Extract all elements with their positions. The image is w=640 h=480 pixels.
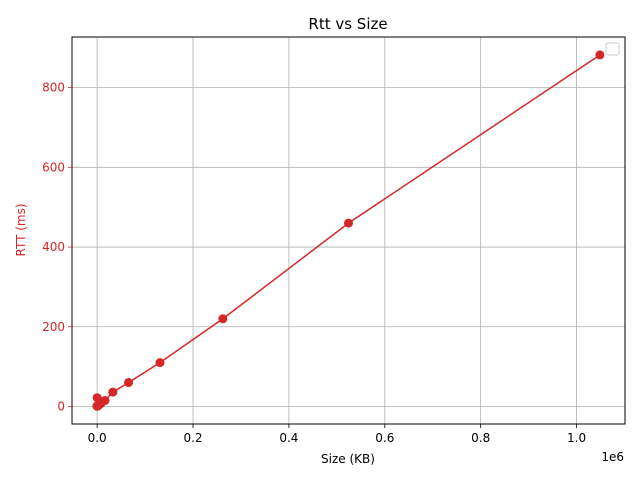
data-point [344, 218, 353, 228]
data-point [100, 395, 110, 405]
grid-lines [72, 37, 625, 424]
x-tick-label: 1.0 [567, 431, 586, 445]
legend-box [605, 42, 620, 56]
x-tick-label: 0.2 [183, 431, 202, 445]
x-axis-label: Size (KB) [321, 452, 375, 466]
data-point [595, 50, 605, 60]
data-point [108, 387, 118, 397]
data-point [124, 378, 134, 388]
data-point [218, 314, 228, 324]
data-point [155, 358, 165, 368]
y-tick-label: 0 [57, 399, 65, 413]
y-axis-label: RTT (ms) [14, 203, 28, 256]
x-tick-label: 0.0 [88, 431, 107, 445]
y-tick-label: 600 [42, 160, 65, 174]
x-tick-label: 0.4 [279, 431, 298, 445]
y-tick-label: 200 [42, 320, 65, 334]
y-axis-ticks: 0 200 400 600 800 [42, 81, 72, 413]
x-axis-offset-label: 1e6 [601, 450, 624, 464]
y-tick-label: 800 [42, 81, 65, 95]
x-tick-label: 0.8 [471, 431, 490, 445]
series-line [96, 54, 601, 407]
y-tick-label: 400 [42, 240, 65, 254]
x-axis-ticks: 0.0 0.2 0.4 0.6 0.8 1.0 [88, 424, 586, 445]
plot-area-frame [71, 36, 626, 425]
x-tick-label: 0.6 [375, 431, 394, 445]
series-layer [92, 50, 605, 411]
chart-title: Rtt vs Size [308, 15, 387, 33]
